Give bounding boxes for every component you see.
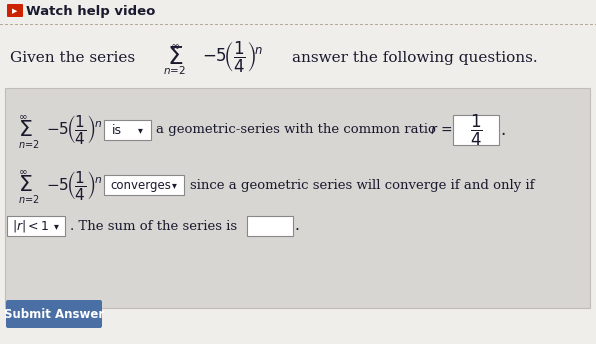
- Text: $n\!=\!2$: $n\!=\!2$: [163, 64, 187, 76]
- FancyBboxPatch shape: [453, 115, 499, 145]
- Text: $|r|<1$: $|r|<1$: [12, 218, 49, 234]
- FancyBboxPatch shape: [6, 300, 102, 328]
- Bar: [5, 88, 590, 308]
- Text: $\Sigma$: $\Sigma$: [18, 120, 33, 140]
- Text: .: .: [500, 121, 505, 139]
- Text: Submit Answer: Submit Answer: [4, 308, 104, 321]
- FancyBboxPatch shape: [104, 120, 151, 140]
- Text: $\infty$: $\infty$: [170, 41, 180, 51]
- Text: $\Sigma$: $\Sigma$: [167, 45, 183, 69]
- Text: $-5\!\left(\dfrac{1}{4}\right)^{\!n}$: $-5\!\left(\dfrac{1}{4}\right)^{\!n}$: [46, 169, 102, 202]
- Text: ▾: ▾: [54, 221, 59, 231]
- Text: $-5\!\left(\dfrac{1}{4}\right)^{\!n}$: $-5\!\left(\dfrac{1}{4}\right)^{\!n}$: [202, 40, 263, 75]
- Text: .: .: [294, 218, 299, 234]
- Text: $\dfrac{1}{4}$: $\dfrac{1}{4}$: [470, 112, 482, 148]
- Text: $\infty$: $\infty$: [18, 166, 27, 176]
- FancyBboxPatch shape: [7, 216, 65, 236]
- Text: Given the series: Given the series: [10, 51, 135, 65]
- Text: ▾: ▾: [138, 125, 143, 135]
- Text: is: is: [112, 123, 122, 137]
- Text: $-5\!\left(\dfrac{1}{4}\right)^{\!n}$: $-5\!\left(\dfrac{1}{4}\right)^{\!n}$: [46, 114, 102, 147]
- FancyBboxPatch shape: [7, 4, 23, 17]
- Text: answer the following questions.: answer the following questions.: [292, 51, 538, 65]
- FancyBboxPatch shape: [104, 175, 184, 195]
- FancyBboxPatch shape: [247, 216, 293, 236]
- Text: Watch help video: Watch help video: [26, 4, 156, 18]
- Text: since a geometric series will converge if and only if: since a geometric series will converge i…: [190, 179, 535, 192]
- Text: $r\,=$: $r\,=$: [430, 123, 453, 137]
- Text: $\infty$: $\infty$: [18, 111, 27, 121]
- Text: $n\!=\!2$: $n\!=\!2$: [18, 193, 40, 205]
- Text: $n\!=\!2$: $n\!=\!2$: [18, 138, 40, 150]
- Text: a geometric-series with the common ratio: a geometric-series with the common ratio: [156, 123, 436, 137]
- Text: converges: converges: [110, 179, 171, 192]
- Text: . The sum of the series is: . The sum of the series is: [70, 219, 237, 233]
- Text: ▶: ▶: [13, 8, 18, 14]
- Text: $\Sigma$: $\Sigma$: [18, 175, 33, 195]
- Text: ▾: ▾: [172, 180, 177, 190]
